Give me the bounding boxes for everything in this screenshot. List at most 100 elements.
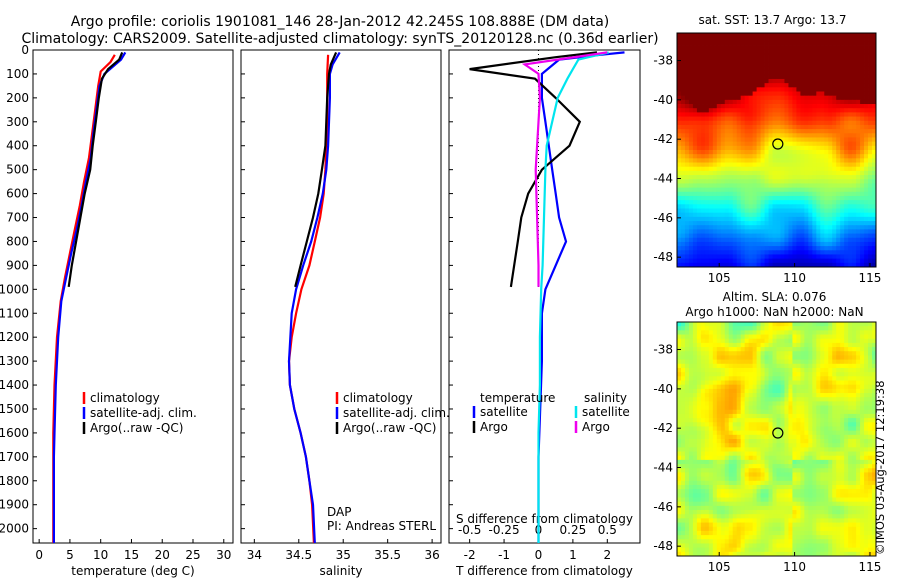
- map-cell: [756, 393, 761, 398]
- map-cell: [808, 87, 813, 92]
- map-cell: [772, 359, 777, 365]
- map-cell: [692, 254, 698, 260]
- map-cell: [860, 166, 865, 172]
- map-cell: [804, 447, 809, 452]
- map-cell: [760, 401, 765, 406]
- map-cell: [804, 430, 809, 436]
- map-cell: [820, 237, 825, 243]
- map-cell: [780, 120, 785, 126]
- map-cell: [740, 133, 746, 138]
- map-cell: [724, 162, 730, 168]
- map-cell: [848, 212, 853, 218]
- map-cell: [816, 250, 821, 255]
- map-cell: [752, 334, 757, 340]
- map-cell: [764, 468, 769, 473]
- map-cell: [692, 212, 698, 218]
- map-cell: [852, 183, 857, 189]
- map-cell: [760, 476, 765, 482]
- map-cell: [848, 233, 853, 239]
- map-cell: [760, 443, 765, 448]
- map-cell: [832, 246, 837, 251]
- map-cell: [832, 254, 837, 260]
- map-cell: [848, 388, 853, 394]
- map-cell: [704, 104, 710, 109]
- map-cell: [696, 409, 702, 415]
- map-cell: [784, 393, 789, 398]
- map-cell: [756, 451, 761, 457]
- map-cell: [860, 204, 865, 209]
- map-cell: [868, 401, 873, 406]
- map-cell: [804, 83, 809, 88]
- map-cell: [788, 355, 793, 361]
- map-cell: [800, 237, 805, 243]
- map-y-tick-label: -40: [653, 93, 673, 107]
- map-cell: [744, 384, 750, 390]
- map-cell: [772, 87, 777, 92]
- map-cell: [696, 326, 702, 331]
- map-cell: [732, 363, 738, 369]
- map-cell: [756, 233, 761, 239]
- map-cell: [708, 116, 714, 122]
- map-x-tick-label: 115: [859, 271, 882, 285]
- map-cell: [832, 208, 837, 214]
- map-cell: [772, 258, 777, 264]
- map-cell: [752, 74, 757, 80]
- map-cell: [688, 45, 694, 51]
- map-cell: [708, 221, 714, 226]
- map-cell: [677, 41, 682, 46]
- map-cell: [756, 191, 761, 197]
- map-cell: [796, 388, 801, 394]
- map-cell: [752, 342, 757, 348]
- map-cell: [824, 233, 829, 239]
- map-cell: [684, 351, 690, 356]
- map-cell: [748, 137, 754, 143]
- map-cell: [688, 347, 694, 352]
- map-cell: [872, 262, 877, 268]
- map-cell: [848, 430, 853, 436]
- map-cell: [740, 388, 746, 394]
- map-cell: [820, 372, 825, 377]
- map-cell: [868, 334, 873, 340]
- map-cell: [864, 141, 869, 147]
- map-cell: [768, 83, 773, 88]
- map-cell: [704, 141, 710, 147]
- map-cell: [804, 137, 809, 143]
- map-cell: [860, 233, 865, 239]
- map-cell: [768, 104, 773, 109]
- map-cell: [776, 204, 781, 209]
- map-cell: [704, 78, 710, 84]
- map-cell: [744, 434, 750, 440]
- map-cell: [848, 216, 853, 222]
- map-cell: [816, 66, 821, 72]
- map-cell: [780, 204, 785, 209]
- map-cell: [688, 158, 694, 163]
- map-cell: [788, 74, 793, 80]
- map-cell: [688, 53, 694, 59]
- map-cell: [760, 45, 765, 51]
- map-cell: [732, 166, 738, 172]
- map-cell: [716, 229, 722, 234]
- map-cell: [820, 162, 825, 168]
- map-cell: [756, 459, 761, 465]
- map-cell: [688, 484, 694, 490]
- map-cell: [677, 166, 682, 172]
- map-cell: [788, 254, 793, 260]
- map-cell: [772, 380, 777, 386]
- map-cell: [844, 66, 849, 72]
- map-cell: [844, 212, 849, 218]
- map-cell: [728, 351, 734, 356]
- map-cell: [696, 137, 702, 143]
- map-cell: [824, 37, 829, 42]
- map-cell: [724, 108, 730, 113]
- map-cell: [848, 338, 853, 344]
- map-cell: [728, 37, 734, 42]
- map-cell: [712, 221, 718, 226]
- map-cell: [696, 237, 702, 243]
- map-cell: [732, 439, 738, 444]
- map-cell: [708, 246, 714, 251]
- map-cell: [788, 241, 793, 247]
- map-cell: [712, 41, 718, 46]
- map-cell: [720, 430, 726, 436]
- map-cell: [816, 158, 821, 163]
- map-cell: [796, 359, 801, 365]
